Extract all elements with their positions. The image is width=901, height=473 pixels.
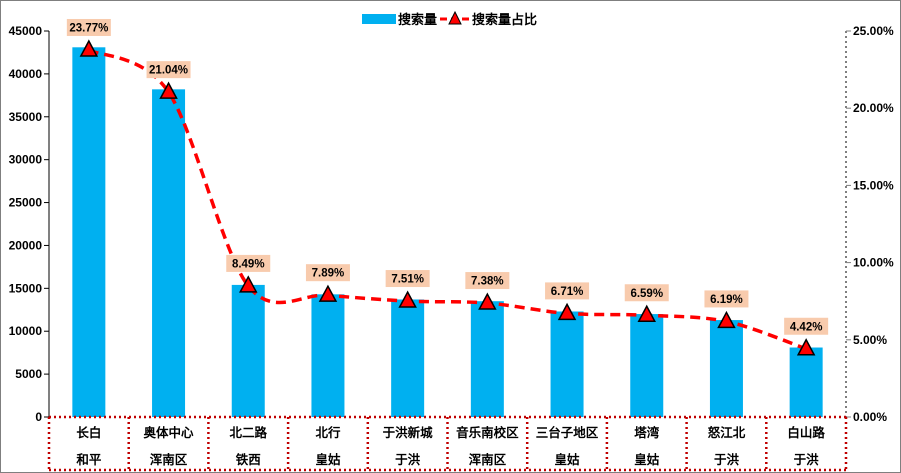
y-left-tick-label: 40000 — [9, 67, 43, 81]
data-label: 6.71% — [551, 286, 584, 298]
legend-label-line: 搜索量占比 — [472, 12, 537, 28]
triangle-marker — [478, 292, 497, 310]
triangle-marker — [318, 284, 338, 302]
bar — [789, 347, 823, 417]
y-left-tick-label: 15000 — [9, 281, 43, 295]
data-label: 23.77% — [69, 22, 108, 34]
triangle-marker — [637, 304, 656, 323]
triangle-marker — [79, 39, 99, 57]
category-label-line2: 于洪 — [395, 452, 421, 467]
data-label: 21.04% — [149, 65, 188, 77]
bar-series — [72, 47, 823, 417]
bar — [152, 89, 186, 417]
category-label-line2: 皇姑 — [634, 452, 660, 467]
y-left-tick-label: 5000 — [15, 367, 42, 381]
triangle-marker — [398, 290, 417, 308]
legend: 搜索量 搜索量占比 — [362, 10, 537, 28]
data-label: 7.89% — [312, 268, 345, 280]
category-label-line1: 怒江北 — [708, 425, 746, 440]
data-label-bg — [784, 317, 829, 335]
triangle-marker — [159, 81, 178, 99]
triangle-marker — [557, 302, 577, 321]
triangle-marker — [796, 338, 816, 356]
data-label: 7.38% — [471, 276, 504, 288]
y-left-tick-label: 25000 — [9, 196, 43, 210]
category-label-line2: 于洪 — [714, 452, 740, 467]
data-label: 4.42% — [790, 321, 823, 333]
data-label-bg — [465, 272, 510, 290]
data-label: 6.59% — [630, 288, 663, 300]
category-label-line1: 长白 — [76, 425, 101, 440]
y-left-tick-label: 45000 — [9, 24, 43, 38]
category-label-line1: 于洪新城 — [383, 425, 434, 440]
category-label-line2: 铁西 — [236, 452, 261, 467]
data-label-bg — [305, 264, 350, 282]
data-label-bg — [704, 290, 749, 308]
data-label-bg — [545, 282, 590, 300]
y-right-tick-label: 10.00% — [853, 256, 894, 270]
bar — [470, 301, 504, 417]
y-right-tick-label: 5.00% — [853, 333, 887, 347]
bar — [709, 320, 743, 417]
bar — [630, 314, 664, 417]
bar — [311, 294, 345, 417]
category-label-line2: 于洪 — [794, 452, 820, 467]
category-label-line2: 皇姑 — [315, 452, 341, 467]
category-label-line2: 和平 — [75, 452, 102, 467]
triangle-marker — [239, 275, 258, 293]
category-label-line1: 塔湾 — [634, 425, 660, 440]
category-label-line1: 奥体中心 — [144, 425, 195, 440]
bar — [72, 47, 106, 417]
category-label-line1: 音乐南校区 — [456, 425, 519, 440]
y-right-tick-label: 0.00% — [853, 410, 887, 424]
y-right-tick-label: 25.00% — [853, 24, 894, 38]
y-left-tick-label: 10000 — [9, 324, 43, 338]
bar — [231, 284, 265, 417]
legend-swatch-bar — [362, 14, 396, 24]
line-series — [79, 39, 816, 356]
y-left-tick-label: 0 — [35, 410, 42, 424]
y-left-tick-label: 30000 — [9, 153, 43, 167]
category-label-line1: 北二路 — [229, 425, 267, 440]
category-label-line2: 皇姑 — [555, 452, 581, 467]
y-right-tick-label: 20.00% — [853, 101, 894, 115]
category-label-line2: 浑南区 — [469, 452, 507, 467]
data-label: 7.51% — [391, 274, 424, 286]
y-right-tick-label: 15.00% — [853, 178, 894, 192]
bar — [391, 299, 425, 417]
data-label-bg — [66, 18, 111, 36]
data-label: 8.49% — [232, 258, 265, 270]
data-label-bg — [146, 61, 191, 79]
category-label-line2: 浑南区 — [150, 452, 188, 467]
data-label-bg — [226, 254, 271, 272]
triangle-marker — [717, 310, 736, 329]
legend-marker-triangle — [448, 10, 462, 25]
category-label-line1: 三台子地区 — [536, 425, 599, 440]
category-label-line1: 白山路 — [787, 425, 825, 440]
line-path — [88, 48, 807, 351]
bar — [550, 311, 584, 417]
axes: 0 5000 10000 15000 20000 25000 30000 35000 40000… — [9, 24, 894, 424]
data-label: 6.19% — [710, 294, 743, 306]
data-label-bg — [385, 270, 430, 288]
data-label-bg — [624, 284, 669, 302]
category-label-line1: 北行 — [315, 425, 341, 440]
y-left-tick-label: 35000 — [9, 110, 43, 124]
y-left-tick-label: 20000 — [9, 238, 43, 252]
legend-label-bar: 搜索量 — [398, 12, 437, 28]
data-labels: 23.77% 21.04% 8.49% 7.89% 7.51% 7.38% 6.71% 6.5… — [66, 18, 829, 335]
